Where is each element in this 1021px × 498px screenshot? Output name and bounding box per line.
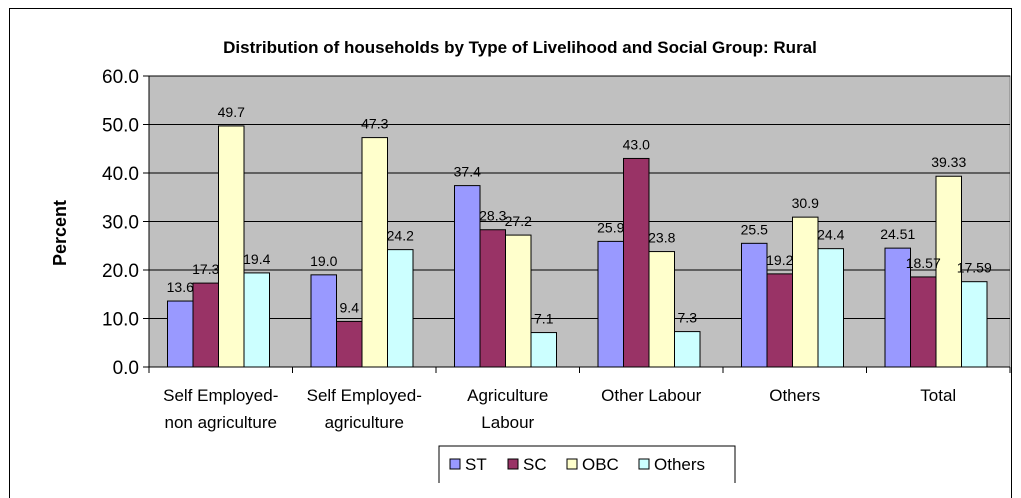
- x-category-label: Self Employed-: [307, 386, 422, 405]
- chart-title: Distribution of households by Type of Li…: [223, 38, 817, 57]
- data-label: 27.2: [505, 213, 532, 229]
- y-tick-label: 10.0: [102, 310, 139, 331]
- data-label: 7.1: [534, 311, 554, 327]
- data-label: 28.3: [479, 208, 506, 224]
- legend-swatch-obc: [566, 458, 578, 470]
- data-label: 18.57: [906, 255, 941, 271]
- bar-st: [454, 185, 481, 368]
- data-label: 43.0: [623, 136, 650, 152]
- data-label: 19.4: [243, 251, 270, 267]
- x-category-label: Total: [920, 386, 956, 405]
- legend-label-sc: SC: [523, 455, 547, 474]
- legend-swatch-sc: [507, 458, 519, 470]
- data-label: 24.2: [387, 228, 414, 244]
- bar-sc: [766, 273, 793, 368]
- data-label: 17.3: [192, 261, 219, 277]
- data-label: 47.3: [361, 116, 388, 132]
- data-label: 24.4: [817, 227, 844, 243]
- x-category-label: Agriculture: [467, 386, 548, 405]
- bar-obc: [935, 175, 962, 368]
- data-label: 17.59: [957, 260, 992, 276]
- bar-obc: [792, 216, 819, 368]
- legend-label-st: ST: [465, 455, 487, 474]
- y-tick-label: 30.0: [102, 213, 139, 234]
- bar-obc: [218, 125, 245, 368]
- x-category-label: agriculture: [325, 413, 404, 432]
- data-label: 25.9: [597, 219, 624, 235]
- legend-box: [438, 445, 736, 483]
- y-tick-label: 60.0: [102, 67, 139, 88]
- legend-swatch-others: [638, 458, 650, 470]
- bar-chart: Distribution of households by Type of Li…: [50, 38, 1011, 483]
- legend: ST SC OBC Others: [438, 445, 736, 483]
- bar-sc: [623, 157, 650, 368]
- bar-others: [387, 249, 414, 368]
- y-tick-label: 0.0: [113, 358, 139, 379]
- bar-sc: [910, 276, 937, 368]
- bar-obc: [361, 137, 388, 368]
- y-tick-label: 40.0: [102, 164, 139, 185]
- bar-sc: [192, 282, 219, 368]
- legend-swatch-st: [449, 458, 461, 470]
- data-label: 24.51: [880, 226, 915, 242]
- data-label: 39.33: [931, 154, 966, 170]
- data-label: 49.7: [218, 104, 245, 120]
- x-category-label: non agriculture: [165, 413, 277, 432]
- y-tick-label: 50.0: [102, 116, 139, 137]
- legend-label-obc: OBC: [582, 455, 619, 474]
- bar-sc: [479, 229, 506, 368]
- y-tick-label: 20.0: [102, 261, 139, 282]
- data-label: 19.0: [310, 253, 337, 269]
- bar-others: [530, 332, 557, 368]
- bar-others: [243, 272, 270, 368]
- bar-st: [884, 247, 911, 368]
- data-label: 13.6: [167, 279, 194, 295]
- x-category-label: Other Labour: [601, 386, 702, 405]
- bar-st: [167, 300, 194, 368]
- data-label: 25.5: [741, 221, 768, 237]
- legend-label-others: Others: [654, 455, 705, 474]
- bar-others: [674, 331, 701, 368]
- bar-st: [310, 274, 337, 368]
- plot-area: 0.0 10.0 20.0 30.0 40.0 50.0 60.0 13.6 19.0 37.4 2…: [102, 67, 1011, 432]
- data-label: 19.2: [766, 252, 793, 268]
- x-category-label: Others: [769, 386, 820, 405]
- data-label: 30.9: [792, 195, 819, 211]
- bar-st: [741, 242, 768, 368]
- bar-sc: [336, 320, 363, 368]
- data-label: 7.3: [678, 310, 698, 326]
- chart-frame: Distribution of households by Type of Li…: [9, 8, 1012, 498]
- x-category-label: Self Employed-: [163, 386, 278, 405]
- bar-st: [597, 240, 624, 368]
- bar-others: [817, 248, 844, 368]
- x-category-label: Labour: [481, 413, 534, 432]
- bar-obc: [505, 234, 532, 368]
- bar-others: [961, 281, 988, 368]
- y-axis-label: Percent: [50, 200, 70, 266]
- data-label: 37.4: [454, 164, 481, 180]
- bar-obc: [648, 251, 675, 368]
- data-label: 23.8: [648, 230, 675, 246]
- data-label: 9.4: [340, 299, 360, 315]
